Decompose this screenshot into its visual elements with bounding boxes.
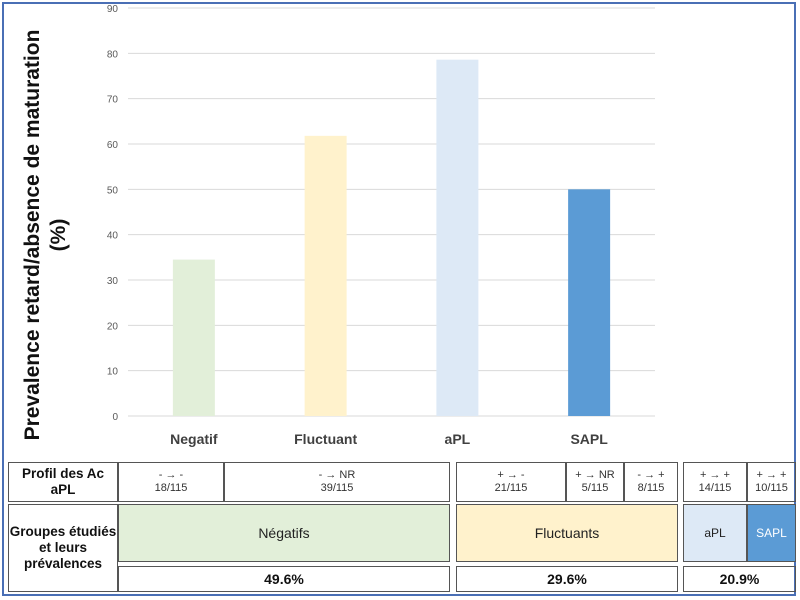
profile-cell: + → + 14/115 bbox=[683, 462, 747, 502]
profile-count: 39/115 bbox=[320, 482, 354, 494]
profile-count: 18/115 bbox=[154, 482, 188, 494]
y-tick-label: 70 bbox=[107, 95, 119, 106]
profile-cell: - → NR 39/115 bbox=[224, 462, 450, 502]
profile-cell: + → + 10/115 bbox=[747, 462, 796, 502]
profile-label: + → + bbox=[756, 469, 787, 481]
profile-label: + → + bbox=[700, 469, 730, 481]
profile-label: - → NR bbox=[318, 469, 356, 481]
group-cell-negatifs: Négatifs bbox=[118, 504, 450, 562]
y-tick-label: 40 bbox=[107, 231, 119, 242]
profile-cell: - → - 18/115 bbox=[118, 462, 224, 502]
group-cell-fluctuants: Fluctuants bbox=[456, 504, 678, 562]
bar bbox=[304, 135, 347, 416]
y-tick-label: 30 bbox=[107, 276, 119, 287]
profile-label: + → NR bbox=[575, 469, 615, 481]
y-tick-label: 80 bbox=[107, 49, 119, 60]
profile-cell: + → NR 5/115 bbox=[566, 462, 624, 502]
profile-count: 14/115 bbox=[698, 482, 732, 494]
bar bbox=[436, 59, 479, 417]
profile-cell: + → - 21/115 bbox=[456, 462, 566, 502]
profile-count: 5/115 bbox=[581, 482, 609, 494]
profile-label: - → - bbox=[158, 469, 184, 481]
profile-count: 8/115 bbox=[637, 482, 665, 494]
y-tick-label: 10 bbox=[107, 367, 119, 378]
y-tick-label: 20 bbox=[107, 321, 119, 332]
bar bbox=[568, 189, 611, 416]
x-tick-label: SAPL bbox=[570, 431, 608, 447]
prevalence-cell: 49.6% bbox=[118, 566, 450, 592]
bar bbox=[172, 259, 215, 416]
profile-label: - → + bbox=[637, 469, 665, 481]
profile-label: + → - bbox=[497, 469, 525, 481]
bar-chart: 0 10 20 30 40 50 60 70 80 90 Negatif Fluctuant aPL SA… bbox=[107, 4, 655, 447]
profile-header: Profil des Ac aPL bbox=[8, 462, 118, 502]
profile-cell: - → + 8/115 bbox=[624, 462, 678, 502]
y-tick-label: 90 bbox=[107, 4, 119, 15]
profile-count: 21/115 bbox=[494, 482, 528, 494]
x-tick-label: aPL bbox=[445, 431, 471, 447]
x-tick-label: Negatif bbox=[170, 431, 218, 447]
y-tick-label: 50 bbox=[107, 185, 119, 196]
group-cell-apl: aPL bbox=[683, 504, 747, 562]
x-tick-label: Fluctuant bbox=[294, 431, 357, 447]
groups-header: Groupes étudiés et leurs prévalences bbox=[8, 504, 118, 592]
group-cell-sapl: SAPL bbox=[747, 504, 796, 562]
y-axis-label: Prevalence retard/absence de maturation … bbox=[21, 29, 70, 441]
y-tick-label: 60 bbox=[107, 140, 119, 151]
y-tick-label: 0 bbox=[112, 412, 118, 423]
prevalence-cell: 20.9% bbox=[683, 566, 796, 592]
profile-count: 10/115 bbox=[755, 482, 788, 494]
prevalence-cell: 29.6% bbox=[456, 566, 678, 592]
